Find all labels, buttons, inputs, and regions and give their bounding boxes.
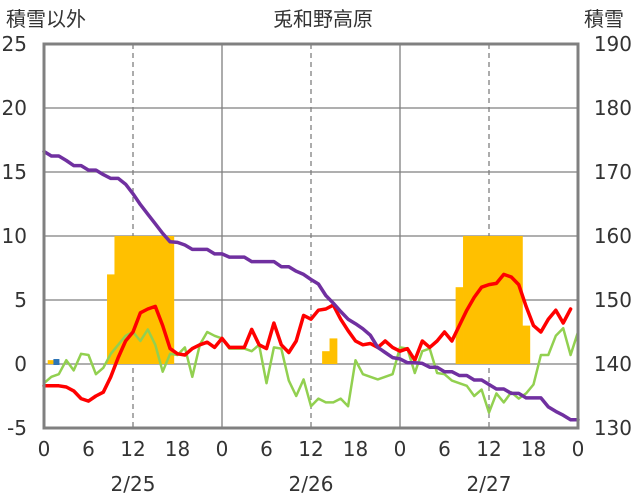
x-tick-label: 12 <box>298 437 323 461</box>
snowfall-bar <box>507 236 516 364</box>
snowfall-bar <box>522 325 531 364</box>
snowfall-bar <box>129 236 138 364</box>
series-line <box>42 149 580 422</box>
x-tick-label: 18 <box>521 437 546 461</box>
plot-frame <box>42 42 580 430</box>
snowfall-bar <box>514 236 523 364</box>
right-tick-label: 180 <box>594 96 632 120</box>
right-tick-label: 160 <box>594 224 632 248</box>
x-tick-label: 12 <box>120 437 145 461</box>
left-tick-label: 0 <box>14 352 27 376</box>
right-tick-label: 170 <box>594 160 632 184</box>
left-axis-label: 積雪以外 <box>6 7 86 31</box>
snowfall-bar <box>477 236 486 364</box>
date-label: 2/27 <box>467 472 512 496</box>
snowfall-bar <box>121 236 130 364</box>
snowfall-bar <box>151 236 160 364</box>
left-tick-label: -5 <box>7 416 27 440</box>
snowfall-bar <box>322 351 330 364</box>
snowfall-bar <box>47 360 56 364</box>
snowfall-bar <box>114 236 123 364</box>
series-marker <box>53 359 60 365</box>
snowfall-bar <box>136 236 145 364</box>
left-tick-label: 5 <box>14 288 27 312</box>
x-tick-label: 6 <box>260 437 273 461</box>
right-tick-label: 150 <box>594 288 632 312</box>
snowfall-bar <box>329 338 338 364</box>
x-tick-label: 12 <box>476 437 501 461</box>
right-tick-label: 190 <box>594 32 632 56</box>
x-tick-label: 18 <box>165 437 190 461</box>
left-tick-label: 10 <box>2 224 27 248</box>
x-tick-label: 0 <box>216 437 229 461</box>
snowfall-bar <box>144 236 152 364</box>
left-tick-label: 15 <box>2 160 27 184</box>
x-tick-label: 6 <box>82 437 95 461</box>
snowfall-bar <box>166 236 175 364</box>
right-axis-label: 積雪 <box>584 7 624 31</box>
right-tick-label: 130 <box>594 416 632 440</box>
snowfall-bar <box>463 236 471 364</box>
x-tick-label: 0 <box>38 437 51 461</box>
left-tick-label: 25 <box>2 32 27 56</box>
date-label: 2/26 <box>289 472 334 496</box>
left-tick-label: 20 <box>2 96 27 120</box>
series-lines <box>42 149 580 422</box>
snowfall-bar <box>492 236 501 364</box>
x-tick-label: 18 <box>343 437 368 461</box>
snowfall-bar <box>107 274 115 364</box>
x-tick-label: 0 <box>394 437 407 461</box>
date-label: 2/25 <box>111 472 156 496</box>
series-line <box>42 272 573 403</box>
x-tick-label: 0 <box>572 437 585 461</box>
right-tick-label: 140 <box>594 352 632 376</box>
snowfall-bar <box>485 236 494 364</box>
x-tick-label: 6 <box>438 437 451 461</box>
chart-title: 兎和野高原 <box>273 7 373 31</box>
snowfall-bar <box>158 236 167 364</box>
snowfall-bar <box>500 236 508 364</box>
